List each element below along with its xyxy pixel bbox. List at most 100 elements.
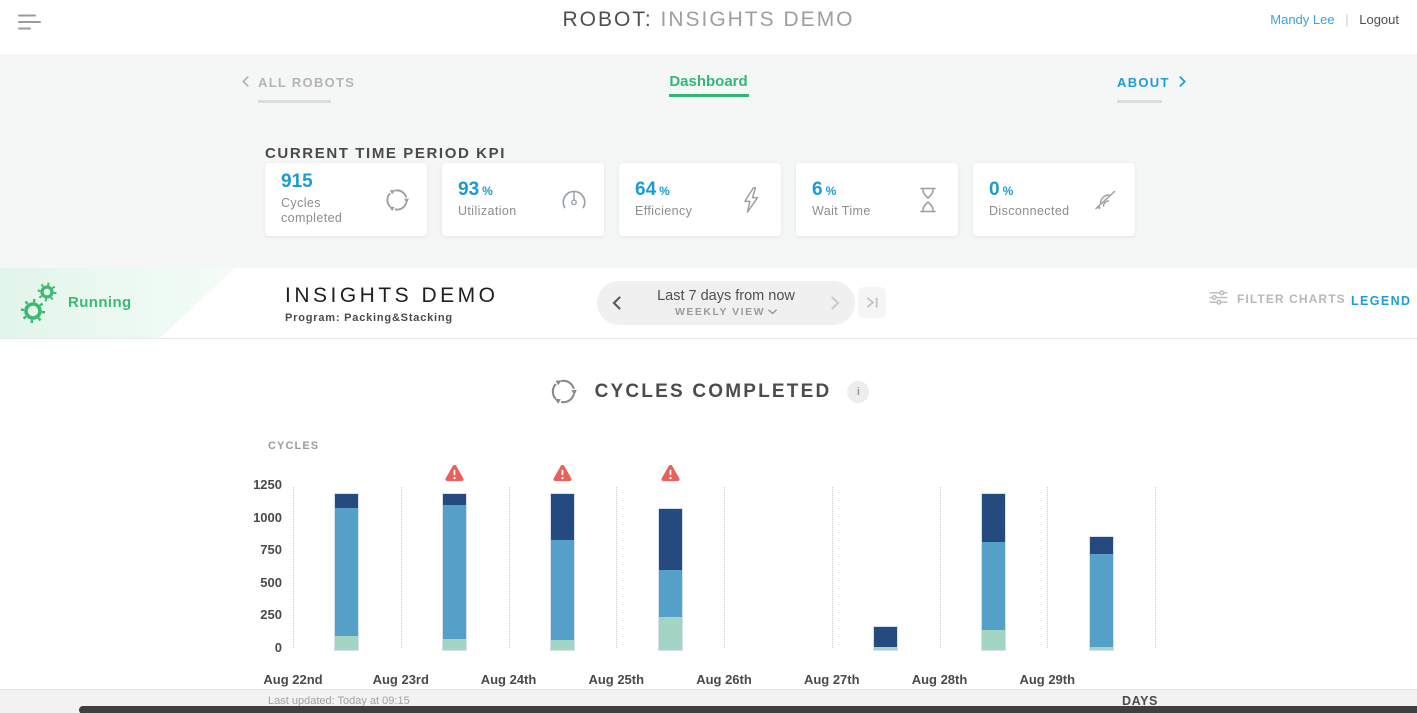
all-robots-back-link[interactable]: ALL ROBOTS <box>242 75 355 90</box>
app-title: ROBOT: INSIGHTS DEMO <box>562 8 854 32</box>
bar-segment-bottom-green <box>550 639 574 650</box>
gauge-icon <box>560 186 588 214</box>
app-title-prefix: ROBOT: <box>562 8 653 31</box>
legend-button[interactable]: LEGEND <box>1345 293 1417 309</box>
robot-name: INSIGHTS DEMO <box>285 284 499 307</box>
nav-kpi-band: ALL ROBOTS Dashboard ABOUT CURRENT TIME … <box>0 54 1417 268</box>
about-label: ABOUT <box>1117 75 1170 90</box>
grid-line <box>616 487 618 648</box>
bar-segment-middle-blue <box>443 504 467 639</box>
bar-segment-bottom-green <box>658 616 682 650</box>
x-tick-label: Aug 25th <box>588 672 645 687</box>
x-tick-label: Aug 26th <box>696 672 752 687</box>
bar-segment-top-navy <box>874 626 898 648</box>
kpi-cards: 915 Cycles completed 93% Utilization 64% Effi… <box>265 163 1135 236</box>
chart-title-row: CYCLES COMPLETED i <box>0 376 1417 407</box>
bar-aug-28th[interactable] <box>981 493 1005 650</box>
x-tick-label: Aug 22nd <box>263 672 323 687</box>
chevron-right-icon <box>1179 75 1186 90</box>
next-period-button[interactable] <box>822 290 849 316</box>
app-header: ROBOT: INSIGHTS DEMO Mandy Lee | Logout <box>0 0 1417 55</box>
bar-segment-top-navy <box>1089 536 1113 554</box>
bar-segment-middle-blue <box>658 570 682 617</box>
grid-line <box>293 487 294 648</box>
warning-icon <box>660 464 681 484</box>
kpi-value: 64% <box>635 178 670 200</box>
status-bar: Running INSIGHTS DEMO Program: Packing&S… <box>0 268 1417 339</box>
status-label: Running <box>68 294 132 311</box>
kpi-unit: % <box>482 183 493 198</box>
tab-dashboard[interactable]: Dashboard <box>669 73 747 90</box>
kpi-value: 93% <box>458 178 493 200</box>
kpi-label: Efficiency <box>635 203 693 218</box>
dashboard-label: Dashboard <box>669 73 748 90</box>
lightning-icon <box>737 186 765 214</box>
kpi-unit: % <box>1002 183 1014 198</box>
last-updated-text: Last updated: Today at 09:15 <box>268 695 410 707</box>
bar-segment-top-navy <box>550 493 574 541</box>
bar-segment-bottom-green <box>443 638 467 650</box>
divider: | <box>1345 12 1349 27</box>
kpi-card-cycles-completed: 915 Cycles completed <box>265 163 427 236</box>
cycles-icon <box>383 186 411 214</box>
grid-line <box>400 487 402 648</box>
y-tick-label: 1000 <box>253 509 282 525</box>
bar-segment-top-navy <box>658 508 682 571</box>
dashboard-active-underline <box>668 94 749 97</box>
bar-aug-23rd[interactable] <box>443 493 467 650</box>
kpi-text: 6% Wait Time <box>812 179 871 220</box>
kpi-label: Wait Time <box>812 203 871 218</box>
kpi-text: 0% Disconnected <box>989 179 1070 220</box>
kpi-label: Cycles completed <box>281 195 343 226</box>
chart-title: CYCLES COMPLETED <box>594 380 832 402</box>
grid-line <box>1155 487 1156 648</box>
grid-line <box>724 487 725 648</box>
cycles-completed-chart: CYCLES 1250 1000 750 500 250 0 Aug 22nd Aug 23r… <box>230 438 1210 692</box>
menu-icon[interactable] <box>18 13 42 31</box>
horizontal-scrollbar[interactable] <box>79 706 1417 713</box>
x-tick-label: Aug 24th <box>480 672 537 687</box>
hourglass-icon <box>914 186 942 214</box>
bar-aug-25th[interactable] <box>658 508 682 650</box>
info-button[interactable]: i <box>847 380 870 403</box>
all-robots-underline <box>258 100 331 103</box>
about-link[interactable]: ABOUT <box>1117 75 1186 90</box>
robot-identity: INSIGHTS DEMO Program: Packing&Stacking <box>285 284 499 324</box>
y-tick-label: 1250 <box>253 477 282 492</box>
bar-aug-29th[interactable] <box>1089 536 1113 650</box>
y-tick-label: 500 <box>260 574 282 590</box>
grid-line <box>831 487 833 648</box>
logout-button[interactable]: Logout <box>1359 12 1399 27</box>
about-underline <box>1117 100 1162 103</box>
y-axis-label: CYCLES <box>268 440 320 452</box>
skip-to-latest-button[interactable] <box>858 287 886 318</box>
bar-segment-middle-blue <box>981 541 1005 630</box>
kpi-text: 93% Utilization <box>458 178 517 220</box>
x-tick-label: Aug 23rd <box>372 672 429 687</box>
bar-aug-24th[interactable] <box>550 493 574 650</box>
bar-segment-middle-blue <box>335 507 359 636</box>
date-range-navigator: Last 7 days from now WEEKLY VIEW <box>597 281 855 325</box>
x-tick-label: Aug 27th <box>803 672 860 687</box>
filter-charts-button[interactable]: FILTER CHARTS <box>1203 289 1352 309</box>
sliders-icon <box>1209 290 1228 308</box>
bar-segment-bottom-green <box>1089 646 1113 650</box>
robot-gears-icon <box>20 281 60 325</box>
kpi-card-disconnected: 0% Disconnected <box>973 163 1135 236</box>
kpi-section-title: CURRENT TIME PERIOD KPI <box>265 145 506 163</box>
chevron-left-icon <box>242 75 249 90</box>
bar-aug-27th[interactable] <box>874 626 898 650</box>
kpi-text: 64% Efficiency <box>635 178 693 220</box>
bar-aug-22nd[interactable] <box>335 493 359 650</box>
grid-line <box>1047 487 1049 648</box>
bar-segment-top-navy <box>443 493 467 505</box>
period-label: Last 7 days from now <box>657 288 795 304</box>
bar-segment-bottom-green <box>874 647 898 650</box>
user-name-link[interactable]: Mandy Lee <box>1270 12 1335 27</box>
x-tick-label: Aug 29th <box>1019 672 1076 687</box>
bar-segment-bottom-green <box>981 629 1005 650</box>
period-selector[interactable]: Last 7 days from now WEEKLY VIEW <box>630 288 822 318</box>
kpi-label: Utilization <box>458 203 517 218</box>
prev-period-button[interactable] <box>603 290 630 316</box>
kpi-card-wait-time: 6% Wait Time <box>796 163 958 236</box>
